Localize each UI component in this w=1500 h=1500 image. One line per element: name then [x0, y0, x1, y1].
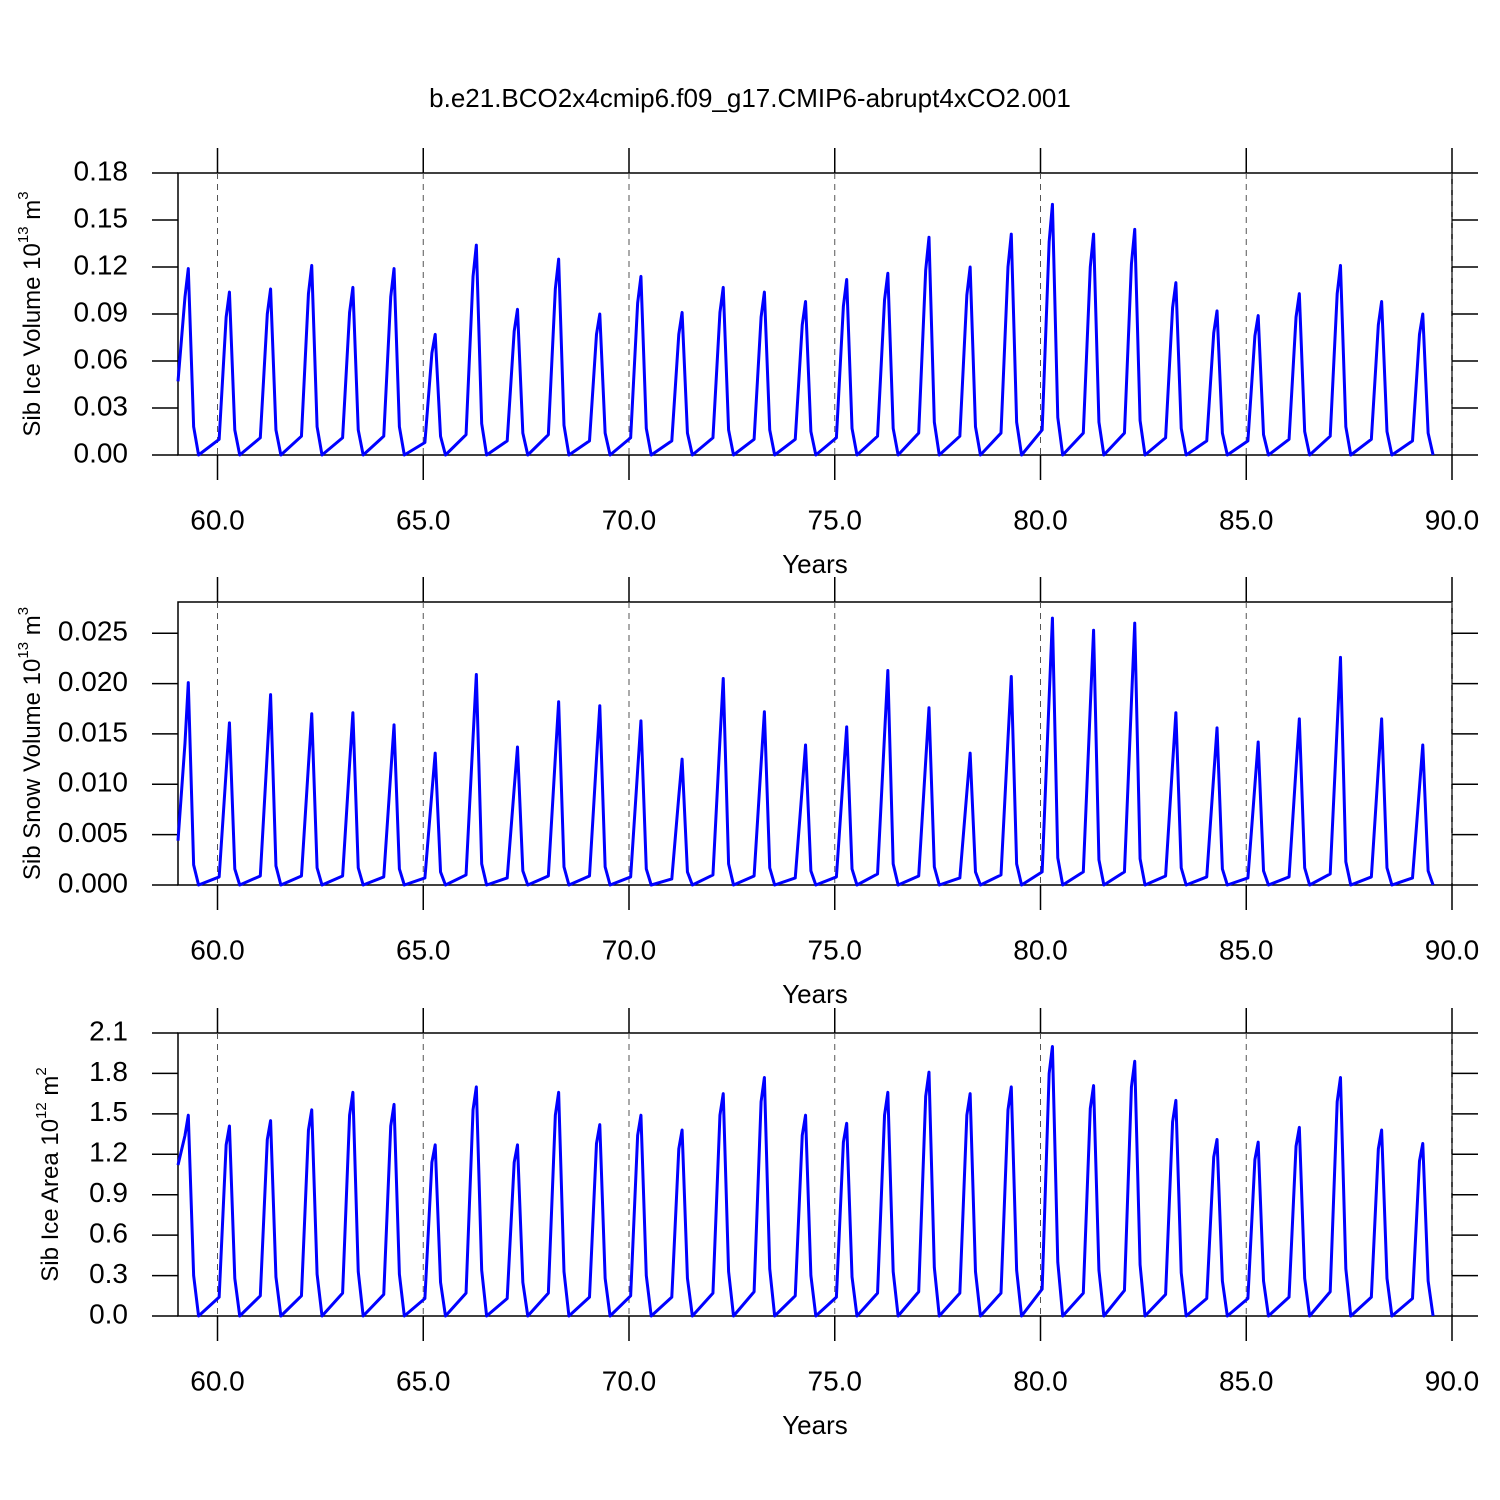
- x-tick-label: 90.0: [1425, 934, 1480, 965]
- x-tick-label: 75.0: [808, 1365, 863, 1396]
- y-axis-label-superscript: 13: [15, 226, 32, 243]
- x-tick-label: 90.0: [1425, 504, 1480, 535]
- y-tick-label: 0.020: [58, 666, 128, 697]
- data-line: [176, 1044, 1435, 1318]
- x-axis-label: Years: [782, 1410, 848, 1440]
- x-tick-label: 80.0: [1013, 1365, 1068, 1396]
- y-tick-label: 0.15: [74, 202, 129, 233]
- y-axis-label-text: Sib Ice Area 10: [37, 1119, 64, 1282]
- y-axis-label-superscript: 2: [33, 1067, 50, 1075]
- y-axis-label-text: Sib Snow Volume 10: [19, 659, 46, 880]
- x-tick-label: 70.0: [602, 1365, 657, 1396]
- y-tick-label: 0.6: [89, 1218, 128, 1249]
- x-tick-label: 90.0: [1425, 1365, 1480, 1396]
- y-tick-label: 0.03: [74, 390, 129, 421]
- y-axis-label-superscript: 3: [15, 191, 32, 199]
- y-tick-label: 0.0: [89, 1298, 128, 1329]
- y-tick-label: 0.000: [58, 867, 128, 898]
- y-axis-label-text: m: [19, 200, 46, 227]
- y-tick-label: 0.09: [74, 296, 129, 327]
- y-tick-label: 0.3: [89, 1258, 128, 1289]
- y-tick-label: 1.5: [89, 1096, 128, 1127]
- y-tick-label: 1.8: [89, 1056, 128, 1087]
- y-tick-label: 0.00: [74, 437, 129, 468]
- y-axis-label: Sib Snow Volume 1013 m3: [15, 607, 46, 880]
- y-tick-label: 0.025: [58, 616, 128, 647]
- plot-frame: [177, 172, 1453, 456]
- x-tick-label: 65.0: [396, 504, 451, 535]
- x-tick-label: 85.0: [1219, 1365, 1274, 1396]
- x-tick-label: 70.0: [602, 504, 657, 535]
- y-tick-label: 0.12: [74, 249, 129, 280]
- y-axis-label: Sib Ice Area 1012 m2: [33, 1067, 64, 1281]
- x-tick-label: 65.0: [396, 934, 451, 965]
- y-tick-label: 0.06: [74, 343, 129, 374]
- x-tick-label: 85.0: [1219, 504, 1274, 535]
- y-tick-label: 0.9: [89, 1177, 128, 1208]
- y-axis-label-text: m: [19, 615, 46, 642]
- y-axis-label: Sib Ice Volume 1013 m3: [15, 191, 46, 436]
- y-tick-label: 1.2: [89, 1137, 128, 1168]
- y-axis-label-superscript: 13: [15, 642, 32, 659]
- x-axis-label: Years: [782, 979, 848, 1009]
- y-axis-label-text: m: [37, 1076, 64, 1103]
- x-axis-label: Years: [782, 549, 848, 579]
- data-line: [176, 202, 1435, 457]
- y-tick-label: 0.005: [58, 817, 128, 848]
- x-tick-label: 80.0: [1013, 504, 1068, 535]
- x-tick-label: 60.0: [190, 1365, 245, 1396]
- y-axis-label-superscript: 3: [15, 607, 32, 615]
- y-axis-label-superscript: 12: [33, 1102, 50, 1119]
- y-tick-label: 0.010: [58, 767, 128, 798]
- x-tick-label: 85.0: [1219, 934, 1274, 965]
- y-tick-label: 0.18: [74, 155, 129, 186]
- y-axis-label-text: Sib Ice Volume 10: [19, 243, 46, 436]
- x-tick-label: 80.0: [1013, 934, 1068, 965]
- y-tick-label: 2.1: [89, 1015, 128, 1046]
- x-tick-label: 75.0: [808, 934, 863, 965]
- x-tick-label: 60.0: [190, 934, 245, 965]
- data-line: [176, 616, 1435, 887]
- figure-title: b.e21.BCO2x4cmip6.f09_g17.CMIP6-abrupt4x…: [429, 83, 1071, 113]
- x-tick-label: 65.0: [396, 1365, 451, 1396]
- x-tick-label: 60.0: [190, 504, 245, 535]
- x-tick-label: 70.0: [602, 934, 657, 965]
- x-tick-label: 75.0: [808, 504, 863, 535]
- y-tick-label: 0.015: [58, 716, 128, 747]
